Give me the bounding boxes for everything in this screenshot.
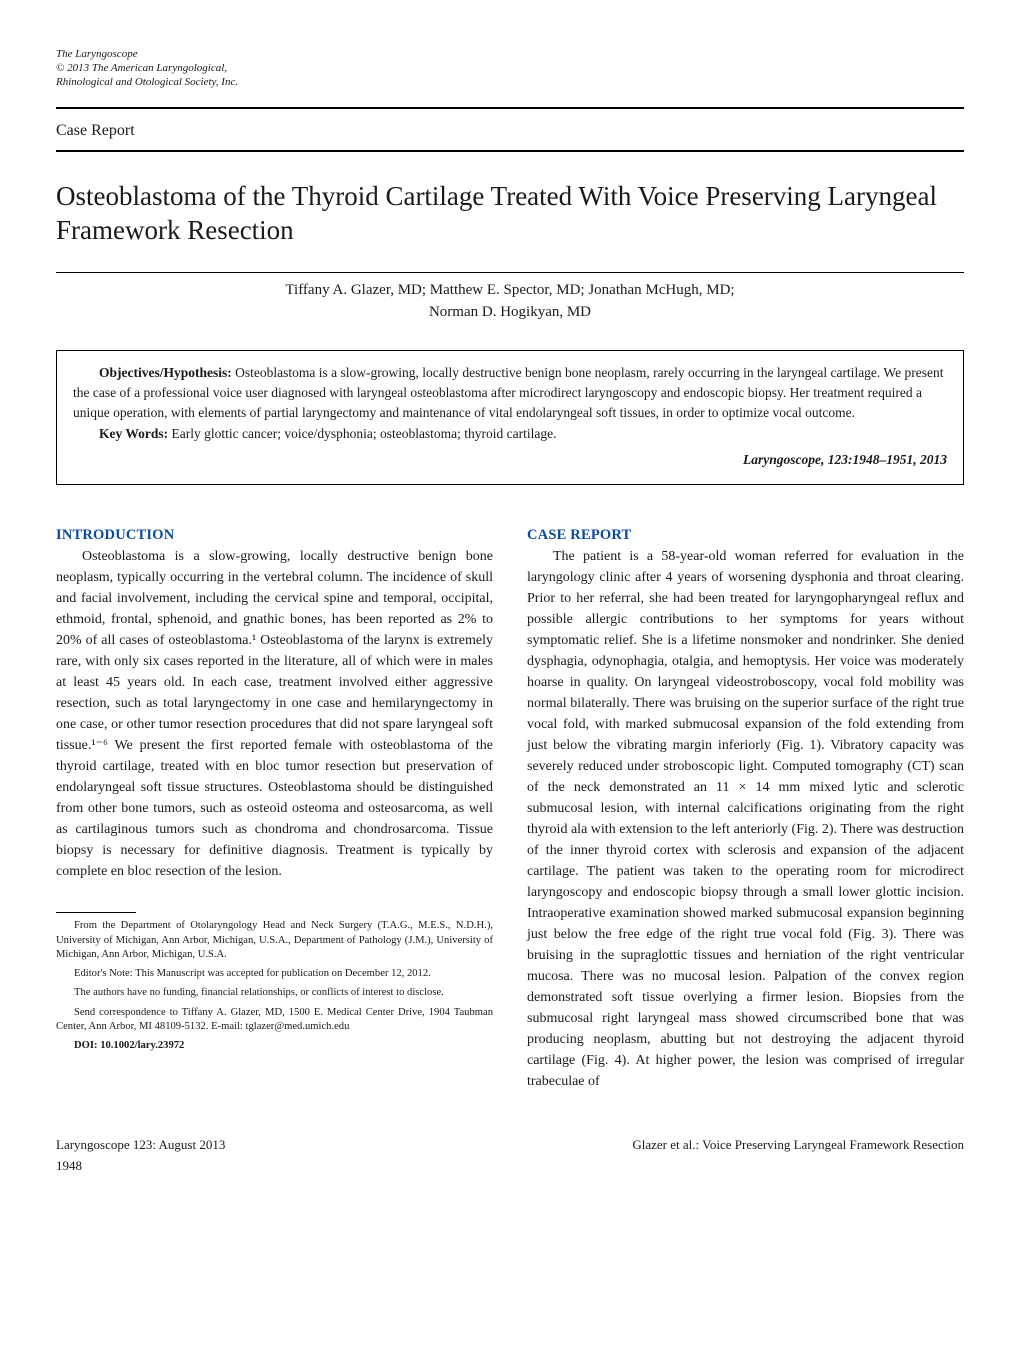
footnotes: From the Department of Otolaryngology He… [56, 919, 493, 1053]
authors-line-1: Tiffany A. Glazer, MD; Matthew E. Specto… [56, 279, 964, 302]
category-label: Case Report [56, 119, 964, 142]
authors-line-2: Norman D. Hogikyan, MD [56, 301, 964, 324]
keywords-label: Key Words: [99, 426, 168, 441]
page-footer: Laryngoscope 123: August 2013 1948 Glaze… [56, 1136, 964, 1176]
journal-copyright: © 2013 The American Laryngological, [56, 62, 964, 76]
journal-title: The Laryngoscope [56, 48, 964, 62]
footer-left: Laryngoscope 123: August 2013 1948 [56, 1136, 225, 1176]
objectives-label: Objectives/Hypothesis: [99, 365, 232, 380]
section-heading-case: CASE REPORT [527, 525, 964, 546]
divider [56, 107, 964, 109]
section-heading-intro: INTRODUCTION [56, 525, 493, 546]
journal-society: Rhinological and Otological Society, Inc… [56, 76, 964, 90]
footnote-funding: The authors have no funding, financial r… [56, 986, 493, 1000]
intro-paragraph: Osteoblastoma is a slow-growing, locally… [56, 546, 493, 882]
left-column: INTRODUCTION Osteoblastoma is a slow-gro… [56, 525, 493, 1092]
footer-running-head: Glazer et al.: Voice Preserving Laryngea… [632, 1136, 964, 1176]
footnote-doi: DOI: 10.1002/lary.23972 [56, 1039, 493, 1053]
divider [56, 272, 964, 273]
page-number: 1948 [56, 1157, 225, 1176]
footnote-separator [56, 912, 136, 913]
article-title: Osteoblastoma of the Thyroid Cartilage T… [56, 180, 964, 248]
keywords-text: Early glottic cancer; voice/dysphonia; o… [168, 426, 556, 441]
case-paragraph: The patient is a 58-year-old woman refer… [527, 546, 964, 1092]
abstract-box: Objectives/Hypothesis: Osteoblastoma is … [56, 350, 964, 485]
footer-journal-issue: Laryngoscope 123: August 2013 [56, 1136, 225, 1155]
divider [56, 150, 964, 152]
abstract-objectives: Objectives/Hypothesis: Osteoblastoma is … [73, 363, 947, 424]
abstract-citation: Laryngoscope, 123:1948–1951, 2013 [73, 450, 947, 470]
footnote-affiliation: From the Department of Otolaryngology He… [56, 919, 493, 962]
authors: Tiffany A. Glazer, MD; Matthew E. Specto… [56, 279, 964, 324]
footnote-editor: Editor's Note: This Manuscript was accep… [56, 967, 493, 981]
footnote-correspondence: Send correspondence to Tiffany A. Glazer… [56, 1006, 493, 1035]
journal-note: The Laryngoscope © 2013 The American Lar… [56, 48, 964, 89]
abstract-keywords: Key Words: Early glottic cancer; voice/d… [73, 424, 947, 444]
right-column: CASE REPORT The patient is a 58-year-old… [527, 525, 964, 1092]
body-columns: INTRODUCTION Osteoblastoma is a slow-gro… [56, 525, 964, 1092]
